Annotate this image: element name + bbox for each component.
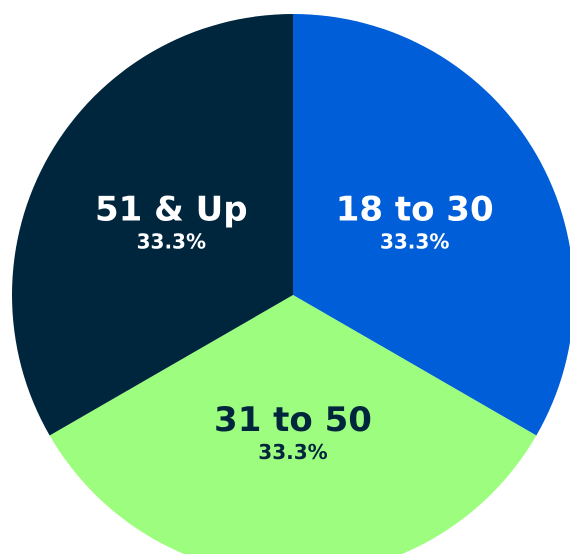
pie-slice [293, 14, 570, 436]
slice-label: 18 to 30 [336, 189, 494, 229]
slice-label: 31 to 50 [214, 400, 372, 440]
slice-value-label: 33.3% [380, 229, 449, 253]
slice-value-label: 33.3% [258, 440, 327, 464]
pie-slice [11, 14, 293, 436]
slice-value-label: 33.3% [137, 229, 206, 253]
pie-slice [49, 295, 537, 554]
slice-label: 51 & Up [95, 189, 248, 229]
